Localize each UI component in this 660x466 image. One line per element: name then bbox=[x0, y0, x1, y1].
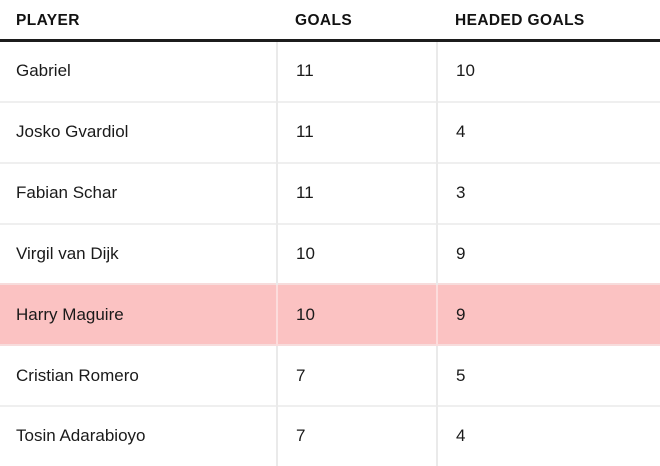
table-row: Harry Maguire 10 9 bbox=[0, 283, 660, 346]
player-name: Cristian Romero bbox=[0, 344, 277, 407]
column-header-goals: GOALS bbox=[277, 0, 437, 42]
table-body: Gabriel 11 10 Josko Gvardiol 11 4 Fabian Schar… bbox=[0, 40, 660, 466]
table-row: Josko Gvardiol 11 4 bbox=[0, 100, 660, 163]
player-name: Josko Gvardiol bbox=[0, 100, 277, 163]
column-header-player: PLAYER bbox=[0, 0, 277, 42]
table-row: Virgil van Dijk 10 9 bbox=[0, 222, 660, 285]
headed-goals-value: 4 bbox=[436, 405, 660, 466]
player-name: Fabian Schar bbox=[0, 161, 277, 224]
goals-value: 11 bbox=[276, 161, 437, 224]
column-header-headed-goals: HEADED GOALS bbox=[437, 0, 660, 42]
player-name: Tosin Adarabioyo bbox=[0, 405, 277, 466]
headed-goals-value: 9 bbox=[436, 283, 660, 346]
player-name: Virgil van Dijk bbox=[0, 222, 277, 285]
headed-goals-value: 3 bbox=[436, 161, 660, 224]
header-row: PLAYER GOALS HEADED GOALS bbox=[0, 0, 660, 42]
player-name: Harry Maguire bbox=[0, 283, 277, 346]
headed-goals-value: 9 bbox=[436, 222, 660, 285]
table-row: Fabian Schar 11 3 bbox=[0, 161, 660, 224]
goals-value: 10 bbox=[276, 222, 437, 285]
goals-value: 10 bbox=[276, 283, 437, 346]
headed-goals-value: 5 bbox=[436, 344, 660, 407]
headed-goals-value: 10 bbox=[436, 40, 660, 102]
table-row: Tosin Adarabioyo 7 4 bbox=[0, 405, 660, 466]
goals-value: 11 bbox=[276, 100, 437, 163]
goals-value: 7 bbox=[276, 405, 437, 466]
goals-value: 11 bbox=[276, 40, 437, 102]
table-header: PLAYER GOALS HEADED GOALS bbox=[0, 0, 660, 42]
table-row: Gabriel 11 10 bbox=[0, 40, 660, 102]
table-row: Cristian Romero 7 5 bbox=[0, 344, 660, 407]
headed-goals-value: 4 bbox=[436, 100, 660, 163]
player-name: Gabriel bbox=[16, 61, 71, 81]
goals-value: 7 bbox=[276, 344, 437, 407]
